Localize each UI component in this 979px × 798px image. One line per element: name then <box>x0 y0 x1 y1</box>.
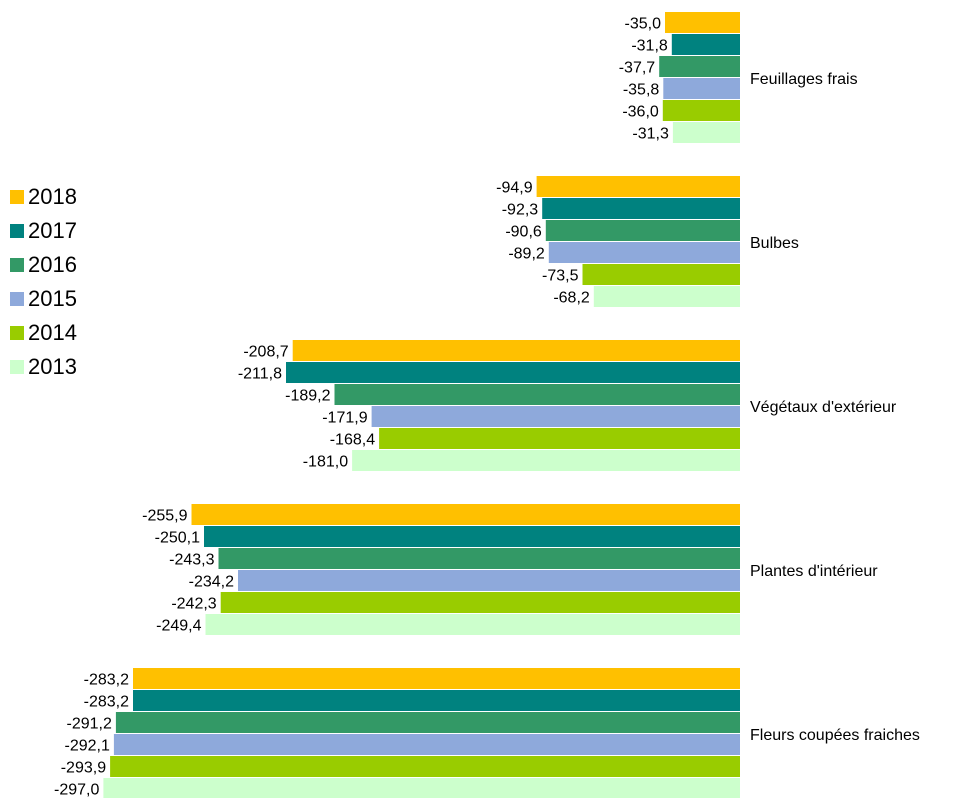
data-label: -31,3 <box>632 126 669 143</box>
data-label: -68,2 <box>553 290 590 307</box>
data-label: -249,4 <box>156 618 201 635</box>
bar-2016-4 <box>115 712 740 733</box>
bar-2013-3 <box>205 614 740 635</box>
bar-2014-0 <box>662 100 740 121</box>
legend-item-2017: 2017 <box>10 214 77 248</box>
data-label: -168,4 <box>330 432 375 449</box>
bar-2013-0 <box>672 122 740 143</box>
bar-2016-0 <box>659 56 740 77</box>
legend-label: 2013 <box>28 354 77 379</box>
legend-item-2016: 2016 <box>10 248 77 282</box>
legend-swatch <box>10 258 24 272</box>
legend-item-2014: 2014 <box>10 316 77 350</box>
category-label: Feuillages frais <box>750 71 858 88</box>
legend-swatch <box>10 224 24 238</box>
bar-2014-4 <box>110 756 741 777</box>
bar-2016-2 <box>334 384 740 405</box>
data-label: -211,8 <box>238 366 282 383</box>
legend-item-2018: 2018 <box>10 180 77 214</box>
data-label: -189,2 <box>285 388 330 405</box>
data-label: -243,3 <box>169 552 214 569</box>
legend-label: 2014 <box>28 320 77 345</box>
data-label: -234,2 <box>189 574 234 591</box>
data-label: -291,2 <box>67 716 112 733</box>
legend-item-2013: 2013 <box>10 350 77 384</box>
bar-2015-1 <box>548 242 740 263</box>
legend-label: 2018 <box>28 184 77 209</box>
data-label: -283,2 <box>84 672 129 689</box>
legend-item-2015: 2015 <box>10 282 77 316</box>
data-label: -171,9 <box>322 410 367 427</box>
category-label: Végétaux d'extérieur <box>750 399 897 416</box>
data-label: -293,9 <box>61 760 106 777</box>
data-label: -181,0 <box>303 454 348 471</box>
bar-2017-4 <box>133 690 740 711</box>
data-label: -208,7 <box>243 344 288 361</box>
legend-label: 2016 <box>28 252 77 277</box>
bar-2018-0 <box>665 12 740 33</box>
legend-swatch <box>10 326 24 340</box>
legend: 2018 2017 2016 2015 2014 2013 <box>10 180 77 384</box>
bar-2015-4 <box>113 734 740 755</box>
data-label: -89,2 <box>508 246 545 263</box>
bar-2013-4 <box>103 778 740 798</box>
legend-label: 2017 <box>28 218 77 243</box>
data-label: -292,1 <box>65 738 110 755</box>
data-label: -90,6 <box>505 224 542 241</box>
data-label: -92,3 <box>502 202 539 219</box>
data-label: -297,0 <box>54 782 99 798</box>
category-label: Plantes d'intérieur <box>750 563 878 580</box>
legend-swatch <box>10 292 24 306</box>
bar-2017-2 <box>286 362 740 383</box>
data-label: -31,8 <box>631 38 668 55</box>
data-label: -35,8 <box>623 82 660 99</box>
data-label: -250,1 <box>155 530 200 547</box>
data-label: -35,0 <box>625 16 662 33</box>
bar-2016-1 <box>545 220 740 241</box>
legend-swatch <box>10 190 24 204</box>
bar-2014-2 <box>379 428 740 449</box>
bar-2014-3 <box>220 592 740 613</box>
bar-2018-3 <box>191 504 740 525</box>
bar-2017-1 <box>542 198 740 219</box>
legend-label: 2015 <box>28 286 77 311</box>
legend-swatch <box>10 360 24 374</box>
data-label: -242,3 <box>171 596 216 613</box>
category-label: Bulbes <box>750 235 799 252</box>
bar-2017-0 <box>671 34 740 55</box>
bar-2014-1 <box>582 264 740 285</box>
bar-2013-2 <box>352 450 740 471</box>
data-label: -255,9 <box>142 508 187 525</box>
bar-2016-3 <box>218 548 740 569</box>
data-label: -73,5 <box>542 268 579 285</box>
bar-2018-4 <box>133 668 740 689</box>
bar-2015-0 <box>663 78 740 99</box>
category-label: Fleurs coupées fraiches <box>750 727 920 744</box>
bar-2015-3 <box>238 570 740 591</box>
bar-2018-2 <box>292 340 740 361</box>
bar-2015-2 <box>371 406 740 427</box>
bar-2018-1 <box>536 176 740 197</box>
data-label: -283,2 <box>84 694 129 711</box>
bar-2013-1 <box>593 286 740 307</box>
data-label: -94,9 <box>496 180 533 197</box>
bar-2017-3 <box>204 526 740 547</box>
data-label: -36,0 <box>622 104 659 121</box>
data-label: -37,7 <box>619 60 656 77</box>
